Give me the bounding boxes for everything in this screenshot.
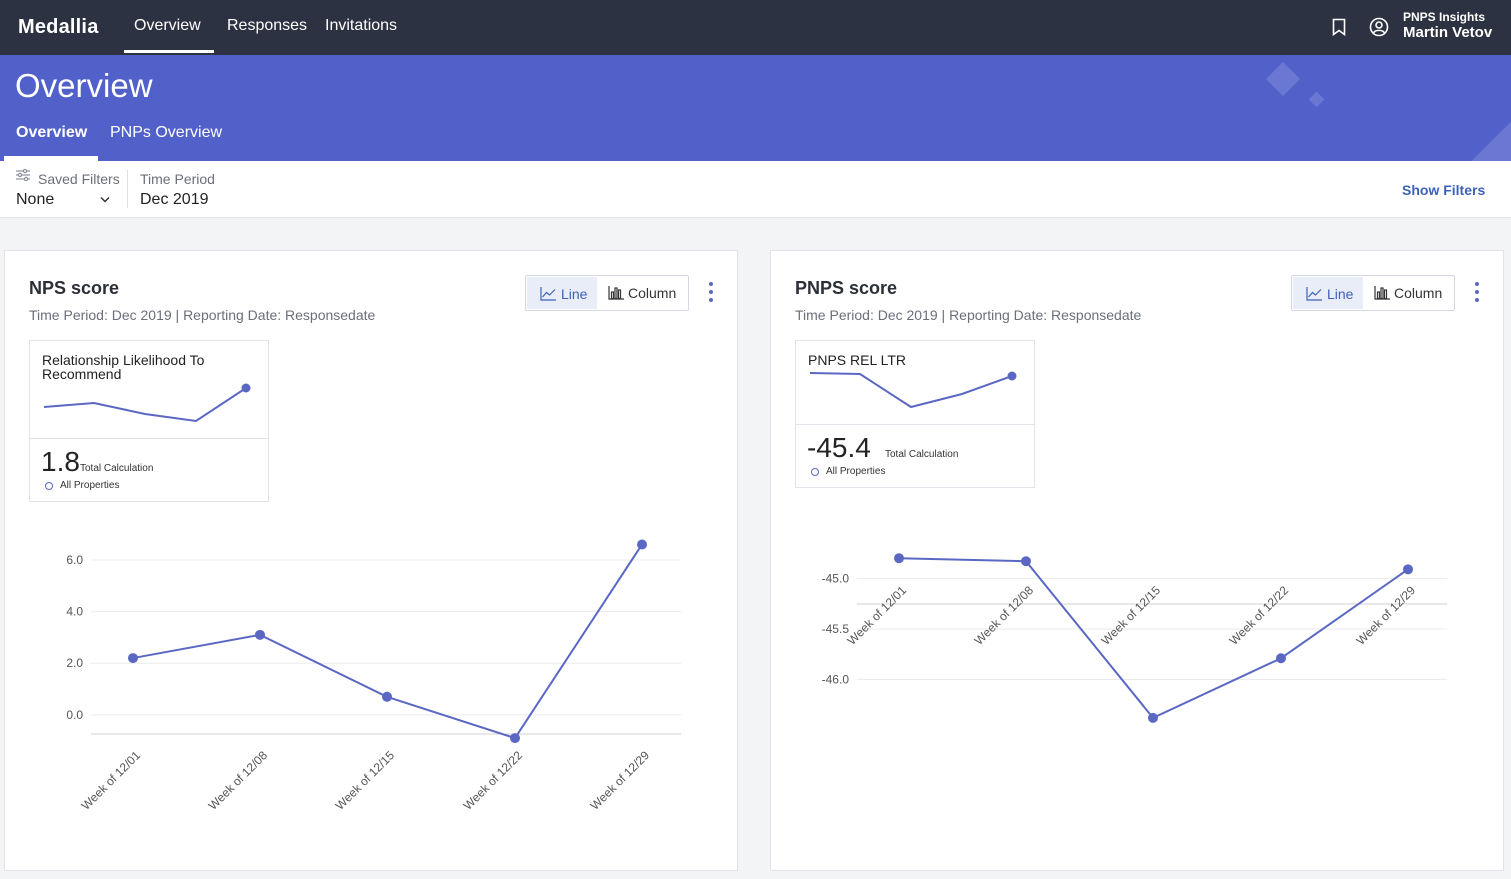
filter-divider <box>127 170 128 208</box>
line-chart-icon <box>540 287 556 301</box>
kpi-sparkline-area: PNPS REL LTR <box>796 341 1034 425</box>
kpi-tile[interactable]: Relationship Likelihood To Recommend 1.8… <box>29 340 269 502</box>
decorative-diamond <box>1266 62 1300 96</box>
user-app-name[interactable]: PNPS Insights <box>1403 10 1486 24</box>
decorative-diamond <box>1308 91 1325 108</box>
user-account-icon[interactable] <box>1369 17 1389 37</box>
saved-filters-label: Saved Filters <box>38 171 120 187</box>
nav-invitations[interactable]: Invitations <box>325 17 398 34</box>
x-tick-label: Week of 12/22 <box>1227 583 1292 648</box>
pnps-line-chart: -45.0 -45.5 -46.0 Week of 12/01 Week of 12/0… <box>822 553 1447 723</box>
kpi-tile[interactable]: PNPS REL LTR -45.4 Total Calculation All… <box>795 340 1035 488</box>
x-tick-label: Week of 12/01 <box>845 583 910 648</box>
x-tick-label: Week of 12/29 <box>1354 583 1419 648</box>
kpi-sparkline-area: Relationship Likelihood To Recommend <box>30 341 268 439</box>
kpi-summary: 1.8 Total Calculation All Properties <box>30 439 268 502</box>
more-options-icon[interactable] <box>708 281 714 303</box>
kpi-properties-label: All Properties <box>60 480 120 491</box>
x-tick-label: Week of 12/29 <box>588 748 653 813</box>
line-toggle-button[interactable]: Line <box>1293 277 1363 309</box>
medallia-logo[interactable]: Medallia <box>18 16 99 38</box>
card-subtitle: Time Period: Dec 2019 | Reporting Date: … <box>29 307 376 323</box>
legend-ring-icon <box>811 468 819 476</box>
y-tick-label: 4.0 <box>66 605 83 619</box>
x-tick-label: Week of 12/01 <box>79 748 144 813</box>
top-nav: Medallia Overview Responses Invitations … <box>0 0 1511 55</box>
data-point <box>894 553 904 564</box>
kpi-calc-label: Total Calculation <box>80 463 154 474</box>
saved-filters-select[interactable]: None <box>16 191 55 208</box>
y-tick-label: 0.0 <box>66 708 83 722</box>
x-tick-label: Week of 12/08 <box>206 748 271 813</box>
filter-bar: Saved Filters None Time Period Dec 2019 … <box>0 161 1511 218</box>
legend-ring-icon <box>45 482 53 490</box>
y-tick-label: -45.5 <box>822 622 850 636</box>
line-toggle-label: Line <box>1327 286 1354 302</box>
card-title: NPS score <box>29 278 120 298</box>
x-tick-label: Week of 12/22 <box>461 748 526 813</box>
column-toggle-label[interactable]: Column <box>628 285 677 301</box>
pnps-score-card: PNPS score Time Period: Dec 2019 | Repor… <box>770 250 1504 871</box>
column-chart-icon[interactable] <box>608 286 624 300</box>
data-point <box>637 539 647 550</box>
x-tick-label: Week of 12/15 <box>1099 583 1164 648</box>
column-toggle-label[interactable]: Column <box>1394 285 1443 301</box>
data-point <box>1021 556 1031 567</box>
tab-overview[interactable]: Overview <box>16 124 88 141</box>
line-toggle-label: Line <box>561 286 588 302</box>
kpi-summary: -45.4 Total Calculation All Properties <box>796 425 1034 488</box>
tab-pnps-overview[interactable]: PNPs Overview <box>110 124 223 141</box>
data-point <box>1276 653 1286 664</box>
sliders-icon <box>16 169 30 181</box>
y-tick-label: -45.0 <box>822 571 850 585</box>
line-toggle-button[interactable]: Line <box>527 277 597 309</box>
show-filters-link[interactable]: Show Filters <box>1402 182 1486 198</box>
nav-responses[interactable]: Responses <box>227 17 308 34</box>
kpi-value: -45.4 <box>807 432 871 463</box>
series-line <box>132 543 643 740</box>
y-tick-label: 2.0 <box>66 656 83 670</box>
data-point <box>255 629 265 640</box>
time-period-select[interactable]: Dec 2019 <box>140 191 209 208</box>
data-point <box>1148 712 1158 723</box>
active-tab-indicator <box>4 156 98 161</box>
y-tick-label: 6.0 <box>66 553 83 567</box>
card-subtitle: Time Period: Dec 2019 | Reporting Date: … <box>795 307 1142 323</box>
page-header: Overview Overview PNPs Overview <box>0 55 1511 161</box>
data-point <box>382 691 392 702</box>
user-name[interactable]: Martin Vetov <box>1403 24 1493 41</box>
kpi-calc-label: Total Calculation <box>885 449 959 460</box>
time-period-label: Time Period <box>140 171 215 187</box>
nps-score-card: NPS score Time Period: Dec 2019 | Report… <box>4 250 738 871</box>
page-title: Overview <box>15 67 153 104</box>
chevron-down-icon[interactable] <box>100 196 110 203</box>
kpi-sparkline <box>809 371 1017 409</box>
card-title: PNPS score <box>795 278 898 298</box>
bookmark-icon[interactable] <box>1332 18 1346 36</box>
decorative-diamond <box>1466 116 1511 161</box>
chart-type-toggle: Line Column <box>525 275 689 311</box>
x-tick-label: Week of 12/15 <box>333 748 398 813</box>
kpi-name: Relationship Likelihood To Recommend <box>42 352 205 382</box>
nps-line-chart: 6.0 4.0 2.0 0.0 Week of 12/01 Week of 12/08 We… <box>66 539 681 813</box>
column-chart-icon[interactable] <box>1374 286 1390 300</box>
chart-type-toggle: Line Column <box>1291 275 1455 311</box>
kpi-value: 1.8 <box>41 446 80 477</box>
line-chart-icon <box>1306 287 1322 301</box>
nav-overview[interactable]: Overview <box>124 17 214 53</box>
data-point <box>128 653 138 664</box>
kpi-sparkline <box>43 383 251 423</box>
data-point <box>1403 564 1413 575</box>
y-tick-label: -46.0 <box>822 672 850 686</box>
kpi-properties-label: All Properties <box>826 466 886 477</box>
x-tick-label: Week of 12/08 <box>972 583 1037 648</box>
kpi-name: PNPS REL LTR <box>808 352 907 368</box>
data-point <box>510 733 520 744</box>
more-options-icon[interactable] <box>1474 281 1480 303</box>
